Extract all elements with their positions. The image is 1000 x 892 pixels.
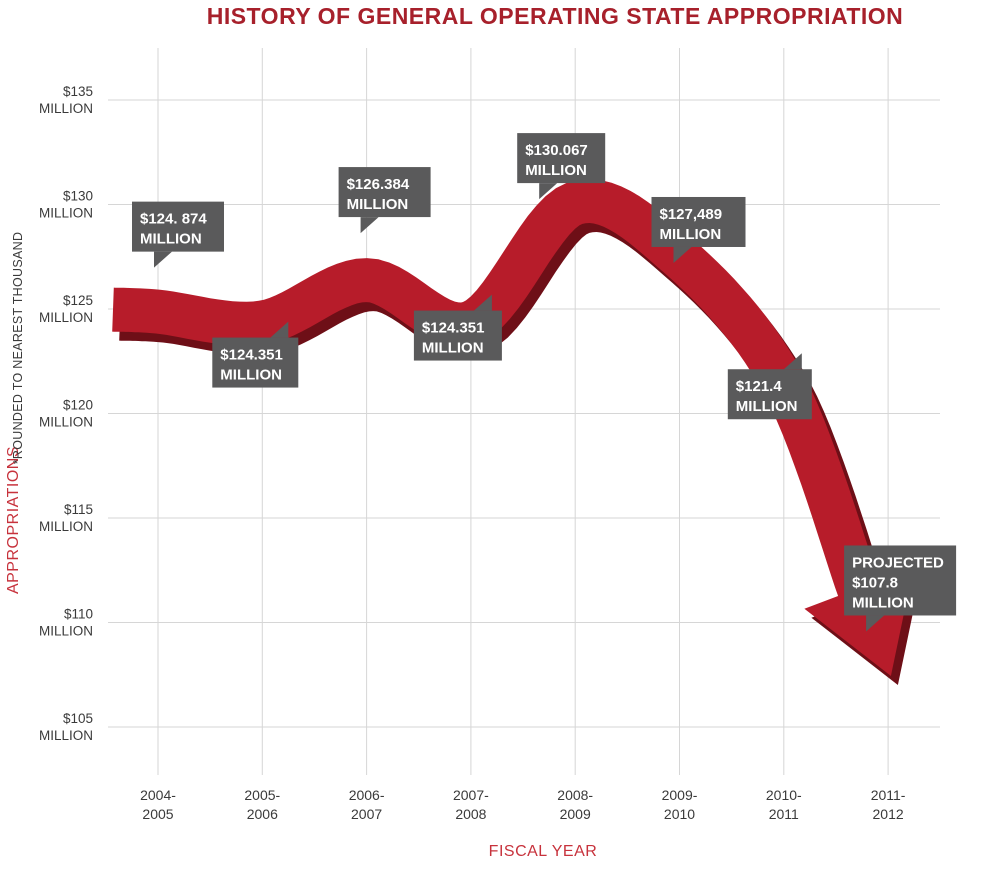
callout-box xyxy=(132,201,224,252)
callout-box xyxy=(727,369,812,420)
data-label: $127,489 MILLION xyxy=(660,206,723,243)
y-tick-label: $125 MILLION xyxy=(39,293,93,325)
y-tick-label: $115 MILLION xyxy=(39,502,93,534)
data-label: PROJECTED $107.8 MILLION xyxy=(852,554,944,611)
chart-title: HISTORY OF GENERAL OPERATING STATE APPRO… xyxy=(207,3,904,29)
y-axis: $135 MILLION $130 MILLION $125 MILLION $120 MIL… xyxy=(39,84,93,743)
x-tick-label: 2011-2012 xyxy=(871,787,906,822)
x-axis-title: FISCAL YEAR xyxy=(489,843,598,860)
x-tick-label: 2005-2006 xyxy=(244,787,280,822)
callout-pointer xyxy=(673,246,692,263)
data-label-callout: $124.351 MILLION xyxy=(212,321,299,388)
data-labels: $124. 874 MILLION $124.351 MILLION $126.384 M… xyxy=(132,133,957,632)
y-tick-label: $120 MILLION xyxy=(39,398,93,430)
x-tick-label: 2008-2009 xyxy=(557,787,593,822)
x-tick-label: 2004-2005 xyxy=(140,787,176,822)
callout-pointer xyxy=(360,217,379,234)
data-label-callout: $124.351 MILLION xyxy=(413,294,502,361)
y-tick-label: $105 MILLION xyxy=(39,711,93,743)
callout-pointer xyxy=(154,251,172,268)
y-tick-label: $130 MILLION xyxy=(39,189,93,221)
data-label-callout: PROJECTED $107.8 MILLION xyxy=(844,545,957,632)
x-tick-label: 2010-2011 xyxy=(766,787,802,822)
callout-box xyxy=(651,196,746,247)
data-label: $124.351 MILLION xyxy=(220,347,283,384)
data-label-callout: $126.384 MILLION xyxy=(338,167,431,234)
data-label: $124. 874 MILLION xyxy=(140,211,207,248)
data-label-callout: $127,489 MILLION xyxy=(651,196,746,263)
callout-box xyxy=(212,337,299,388)
trend-arrow-body xyxy=(112,179,914,676)
callout-pointer xyxy=(270,321,289,338)
callout-pointer xyxy=(783,353,802,370)
y-tick-label: $135 MILLION xyxy=(39,84,93,116)
callout-pointer xyxy=(473,294,492,311)
callout-pointer xyxy=(539,183,558,200)
trend-arrow xyxy=(112,179,921,685)
x-tick-label: 2006-2007 xyxy=(349,787,385,822)
data-label: $124.351 MILLION xyxy=(422,320,485,357)
data-label: $121.4 MILLION xyxy=(736,378,798,415)
y-axis-title: APPROPRIATIONS xyxy=(5,446,22,594)
x-axis: 2004-2005 2005-2006 2006-2007 2007-2008 2008… xyxy=(140,787,906,822)
rounding-note: *ROUNDED TO NEAREST THOUSAND xyxy=(11,232,25,465)
data-label-callout: $130.067 MILLION xyxy=(517,133,606,200)
callout-box xyxy=(517,133,606,184)
data-label: $126.384 MILLION xyxy=(347,176,410,213)
data-label-callout: $121.4 MILLION xyxy=(727,353,812,420)
data-label-callout: $124. 874 MILLION xyxy=(132,201,224,268)
y-tick-label: $110 MILLION xyxy=(39,607,93,639)
data-label: $130.067 MILLION xyxy=(525,142,588,179)
callout-box xyxy=(413,310,502,361)
callout-box xyxy=(844,545,957,616)
x-tick-label: 2009-2010 xyxy=(662,787,698,822)
callout-box xyxy=(338,167,431,218)
callout-pointer xyxy=(866,615,885,632)
x-tick-label: 2007-2008 xyxy=(453,787,489,822)
